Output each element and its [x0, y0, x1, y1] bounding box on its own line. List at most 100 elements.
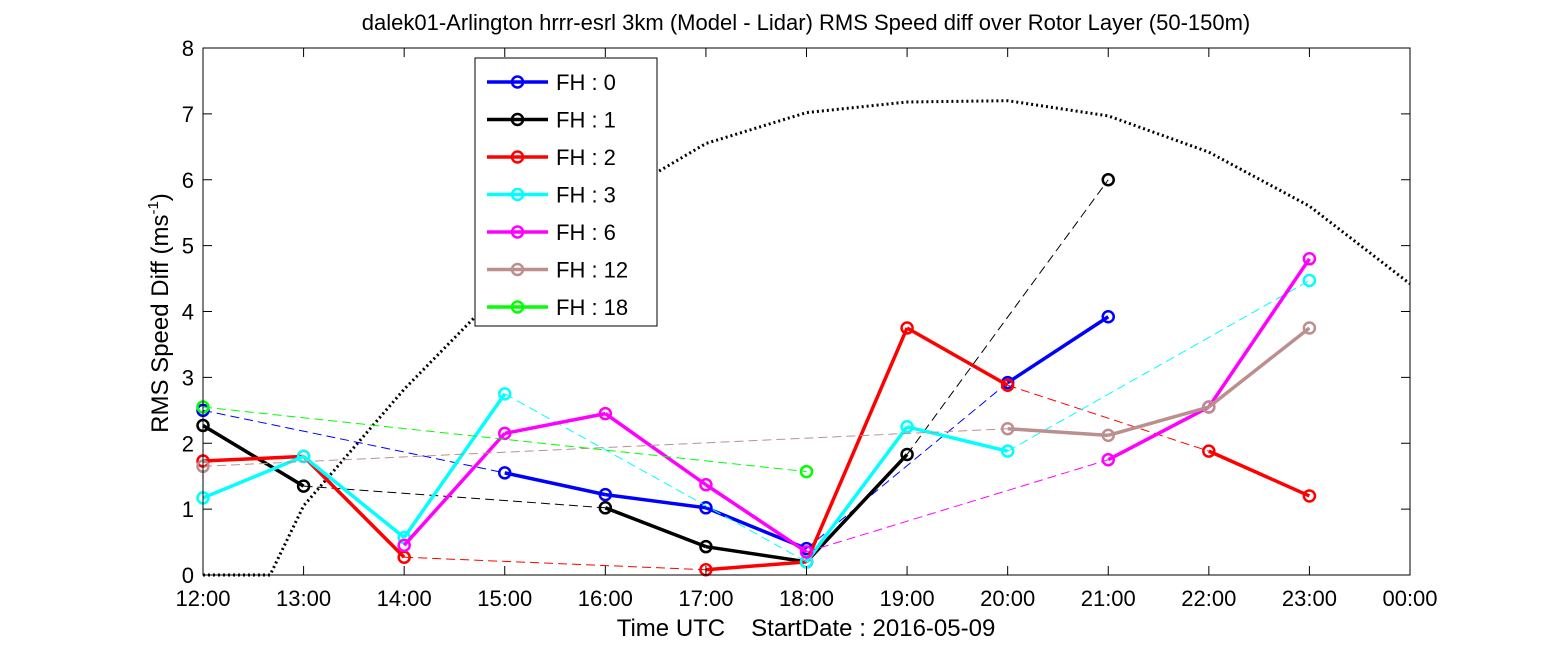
data-point — [598, 406, 613, 421]
y-tick-label: 5 — [182, 234, 194, 259]
legend-marker — [510, 300, 525, 314]
chart-title: dalek01-Arlington hrrr-esrl 3km (Model -… — [362, 10, 1251, 35]
legend-marker — [510, 150, 525, 164]
legend-box — [474, 57, 658, 327]
x-tick-label: 21:00 — [1081, 586, 1136, 611]
y-axis-label-main: RMS Speed Diff (ms — [147, 215, 174, 433]
series-segment — [806, 382, 1008, 550]
legend: FH : 0 FH : 1 FH : 2 FH : 3 FH : 6 FH : 12 FH … — [474, 57, 658, 327]
series-segment — [906, 425, 1009, 453]
series-segment — [604, 412, 707, 487]
data-point — [699, 539, 713, 554]
x-tick-label: 00:00 — [1382, 586, 1437, 611]
series-segment — [202, 428, 1008, 467]
data-point — [1202, 400, 1216, 414]
series-segment — [402, 392, 507, 539]
data-point — [1302, 273, 1317, 288]
x-tick-label: 23:00 — [1282, 586, 1337, 611]
x-axis-label: Time UTC StartDate : 2016-05-09 — [617, 615, 996, 642]
data-point — [1000, 444, 1015, 458]
x-tick-label: 14:00 — [377, 586, 432, 611]
series-segment — [704, 483, 808, 554]
legend-label: FH : 12 — [556, 258, 628, 283]
series-segment — [504, 393, 807, 563]
data-point — [1302, 489, 1317, 503]
legend-marker — [510, 75, 525, 89]
series-segment — [1006, 315, 1110, 385]
plot-frame — [202, 47, 1411, 576]
reference-curve-layer — [203, 99, 1411, 577]
y-axis-label-sup: -1 — [145, 201, 162, 214]
legend-marker — [510, 187, 525, 202]
y-tick-label: 7 — [182, 102, 194, 127]
reference-curve — [203, 99, 1411, 577]
data-point — [1000, 378, 1015, 393]
data-point — [498, 387, 512, 401]
series-segment — [404, 556, 706, 571]
series-segment — [402, 432, 507, 547]
data-point — [1000, 422, 1015, 436]
legend-label: FH : 3 — [556, 183, 616, 208]
data-point — [799, 545, 814, 559]
data-point — [1202, 444, 1216, 458]
series-segment — [604, 506, 707, 549]
data-point — [900, 321, 914, 335]
y-axis-label-close: ) — [147, 193, 174, 201]
series-segment — [1107, 405, 1210, 438]
data-point — [498, 426, 512, 441]
series-segment — [1208, 449, 1311, 498]
y-tick-label: 8 — [182, 36, 194, 61]
series-segment — [202, 409, 505, 474]
series-segment — [302, 455, 406, 539]
series-segment — [805, 453, 909, 564]
data-point — [1101, 173, 1115, 187]
series-fh-12 — [196, 321, 1317, 474]
x-tick-label: 22:00 — [1181, 586, 1236, 611]
x-tick-label: 16:00 — [578, 586, 633, 611]
data-point — [1302, 321, 1317, 335]
series-segment — [202, 454, 304, 463]
y-tick-label: 3 — [182, 365, 194, 390]
data-point — [699, 501, 713, 515]
series-segment — [1207, 326, 1311, 409]
series-segment — [705, 544, 807, 564]
ticks-layer: 12:00 13:00 14:00 15:00 16:00 17:00 18:00 19:00… — [175, 36, 1437, 611]
series-fh-6 — [397, 252, 1317, 559]
series-fh-3 — [196, 273, 1317, 569]
y-tick-label: 1 — [182, 497, 194, 522]
data-point — [900, 420, 914, 434]
y-tick-label: 2 — [182, 431, 194, 456]
data-point — [699, 478, 713, 492]
series-segment — [504, 471, 606, 497]
x-tick-label: 18:00 — [779, 586, 834, 611]
legend-label: FH : 6 — [556, 220, 616, 245]
data-point — [1101, 452, 1115, 467]
data-point — [1101, 428, 1115, 443]
data-point — [1302, 252, 1317, 266]
series-layer — [196, 173, 1317, 577]
y-tick-label: 0 — [182, 563, 194, 588]
legend-marker — [510, 112, 525, 127]
y-tick-label: 6 — [182, 168, 194, 193]
series-segment — [605, 492, 707, 510]
legend-marker — [510, 225, 525, 239]
series-segment — [302, 455, 406, 559]
series-fh-0 — [196, 310, 1115, 556]
y-axis-label: RMS Speed Diff (ms-1) — [145, 193, 174, 433]
x-axis-label-main: Time UTC — [617, 615, 725, 642]
data-point — [1101, 310, 1115, 324]
series-segment — [202, 454, 305, 500]
data-point — [598, 501, 613, 515]
series-segment — [1007, 384, 1209, 452]
x-tick-label: 12:00 — [175, 586, 230, 611]
data-point — [498, 466, 512, 480]
series-segment — [1107, 405, 1210, 462]
data-point — [397, 538, 411, 553]
series-fh-2 — [196, 321, 1317, 577]
legend-label: FH : 2 — [556, 145, 616, 170]
legend-marker — [510, 262, 525, 277]
x-tick-label: 15:00 — [477, 586, 532, 611]
series-segment — [202, 423, 305, 488]
series-segment — [804, 327, 909, 563]
